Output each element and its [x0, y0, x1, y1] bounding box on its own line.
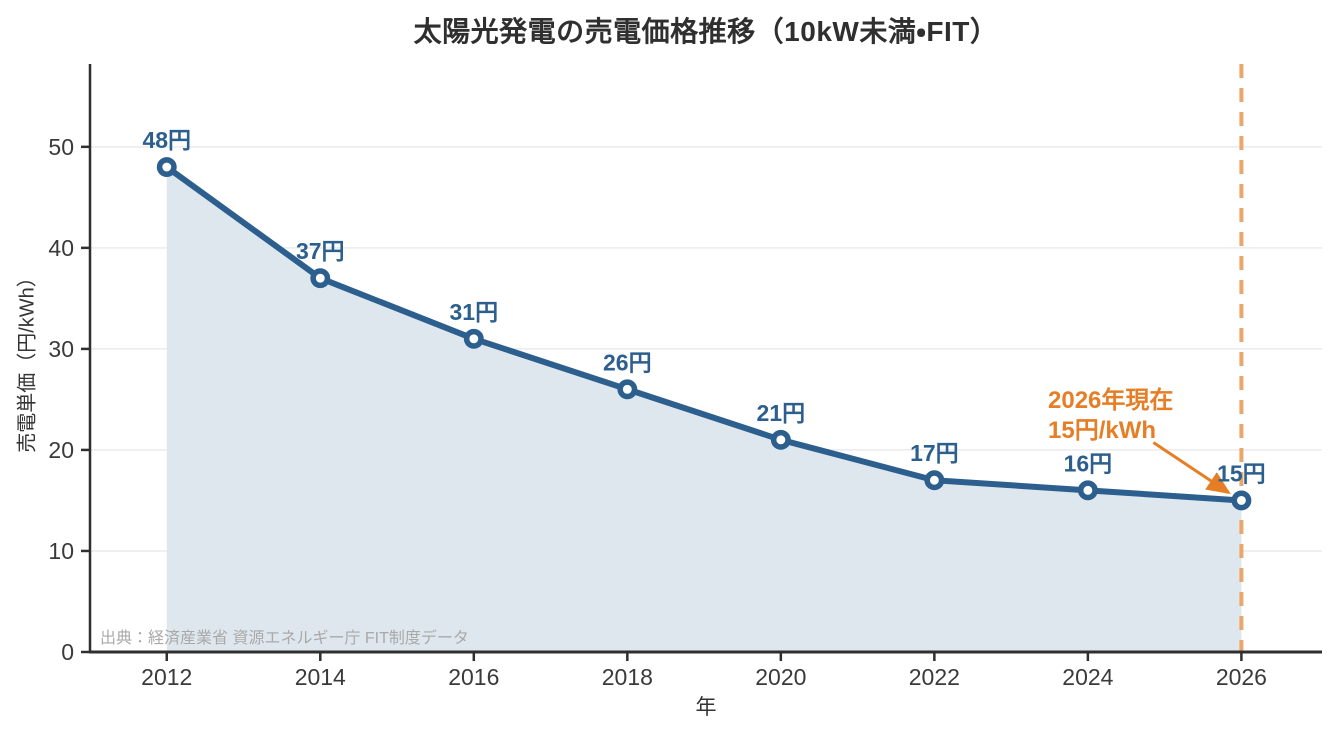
data-point-marker	[156, 157, 177, 177]
y-tick-label: 30	[48, 336, 74, 362]
data-point-marker	[1231, 490, 1252, 511]
annotation-line2: 15円/kWh	[1048, 417, 1157, 444]
annotation-arrow	[1152, 441, 1231, 495]
x-tick-label: 2018	[602, 664, 653, 690]
x-tick-label: 2026	[1216, 664, 1267, 690]
data-point-label: 48円	[142, 127, 191, 153]
y-tick-label: 40	[48, 235, 74, 261]
y-tick-label: 10	[48, 538, 74, 564]
area-fill	[166, 167, 1242, 652]
data-point-marker	[924, 470, 945, 491]
x-tick-label: 2022	[909, 664, 960, 690]
current-price-annotation: 2026年現在 15円/kWh	[1048, 386, 1173, 446]
trend-line	[163, 164, 1245, 504]
y-axis-title: 売電単価（円/kWh）	[16, 267, 39, 453]
data-point-marker	[770, 429, 791, 450]
data-point-label: 37円	[296, 238, 345, 264]
data-point-marker	[463, 328, 484, 349]
data-point-marker	[617, 379, 638, 400]
x-tick-label: 2016	[448, 664, 499, 690]
source-note: 出典：経済産業省 資源エネルギー庁 FIT制度データ	[100, 630, 469, 647]
data-point-label: 16円	[1064, 450, 1113, 476]
x-tick-label: 2020	[755, 664, 806, 690]
x-axis-title: 年	[695, 696, 717, 719]
y-tick-label: 0	[61, 639, 74, 665]
x-tick-label: 2024	[1062, 664, 1113, 690]
annotation-line1: 2026年現在	[1048, 387, 1174, 414]
y-tick-label: 20	[48, 437, 74, 463]
x-tick-label: 2012	[141, 664, 192, 690]
data-point-label: 15円	[1217, 460, 1266, 486]
chart-title: 太陽光発電の売電価格推移（10kW未満・FIT）	[413, 16, 999, 47]
data-point-marker	[310, 268, 331, 289]
data-point-label: 17円	[910, 440, 959, 466]
y-tick-label: 50	[48, 134, 74, 160]
data-point-label: 31円	[450, 299, 499, 325]
data-point-marker	[1077, 480, 1098, 501]
x-tick-label: 2014	[295, 664, 346, 690]
data-point-label: 26円	[603, 349, 652, 375]
data-point-label: 21円	[757, 400, 806, 426]
